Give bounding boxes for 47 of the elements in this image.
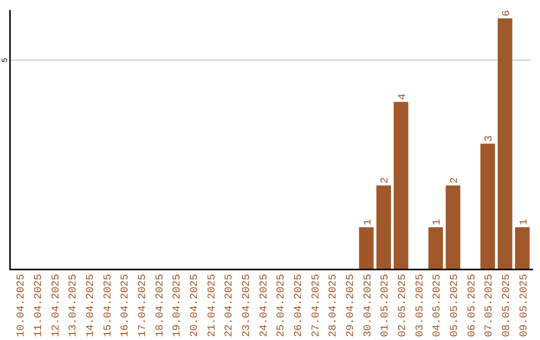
- data-label: 2: [380, 177, 392, 184]
- x-tick-label: 30.04.2025: [362, 274, 374, 338]
- bar: [394, 102, 408, 269]
- x-tick-label: 03.05.2025: [414, 274, 426, 338]
- x-tick-label: 10.04.2025: [16, 274, 28, 338]
- x-tick-label: 20.04.2025: [189, 274, 201, 338]
- x-tick-label: 17.04.2025: [137, 274, 149, 338]
- x-tick-label: 11.04.2025: [33, 274, 45, 338]
- x-tick-label: 16.04.2025: [120, 274, 132, 338]
- bar: [446, 185, 460, 269]
- x-tick-label: 26.04.2025: [293, 274, 305, 338]
- x-tick-label: 09.05.2025: [518, 274, 530, 338]
- bar: [376, 185, 391, 269]
- x-tick-label: 13.04.2025: [68, 274, 80, 338]
- bar: [515, 227, 530, 269]
- x-tick-label: 19.04.2025: [172, 274, 184, 338]
- x-tick-label: 23.04.2025: [241, 274, 253, 338]
- x-tick-label: 29.04.2025: [345, 274, 357, 338]
- x-tick-label: 15.04.2025: [102, 274, 114, 338]
- x-tick-label: 18.04.2025: [154, 274, 166, 338]
- x-tick-label: 04.05.2025: [432, 274, 444, 338]
- x-tick-label: 22.04.2025: [224, 274, 236, 338]
- data-label: 1: [432, 218, 444, 226]
- x-tick-label: 25.04.2025: [276, 274, 288, 338]
- data-label: 4: [397, 94, 409, 100]
- data-label: 2: [449, 177, 461, 184]
- x-tick-label: 24.04.2025: [258, 274, 270, 338]
- x-tick-label: 21.04.2025: [206, 274, 218, 338]
- x-tick-label: 02.05.2025: [397, 274, 409, 338]
- bar: [359, 227, 374, 269]
- bar: [480, 144, 495, 269]
- bar: [428, 227, 443, 269]
- x-tick-label: 01.05.2025: [380, 274, 392, 338]
- data-label: 3: [484, 135, 496, 142]
- data-label: 6: [501, 10, 513, 16]
- x-tick-label: 07.05.2025: [484, 274, 496, 338]
- x-tick-label: 12.04.2025: [50, 274, 62, 338]
- x-tick-label: 28.04.2025: [328, 274, 340, 338]
- data-label: 1: [362, 218, 374, 226]
- x-tick-label: 08.05.2025: [501, 274, 513, 338]
- bar: [498, 18, 512, 269]
- x-tick-label: 06.05.2025: [466, 274, 478, 338]
- data-label: 1: [518, 218, 530, 226]
- ref-line-label: 5: [1, 58, 10, 63]
- x-tick-label: 27.04.2025: [310, 274, 322, 338]
- x-tick-label: 05.05.2025: [449, 274, 461, 338]
- x-tick-label: 14.04.2025: [85, 274, 97, 338]
